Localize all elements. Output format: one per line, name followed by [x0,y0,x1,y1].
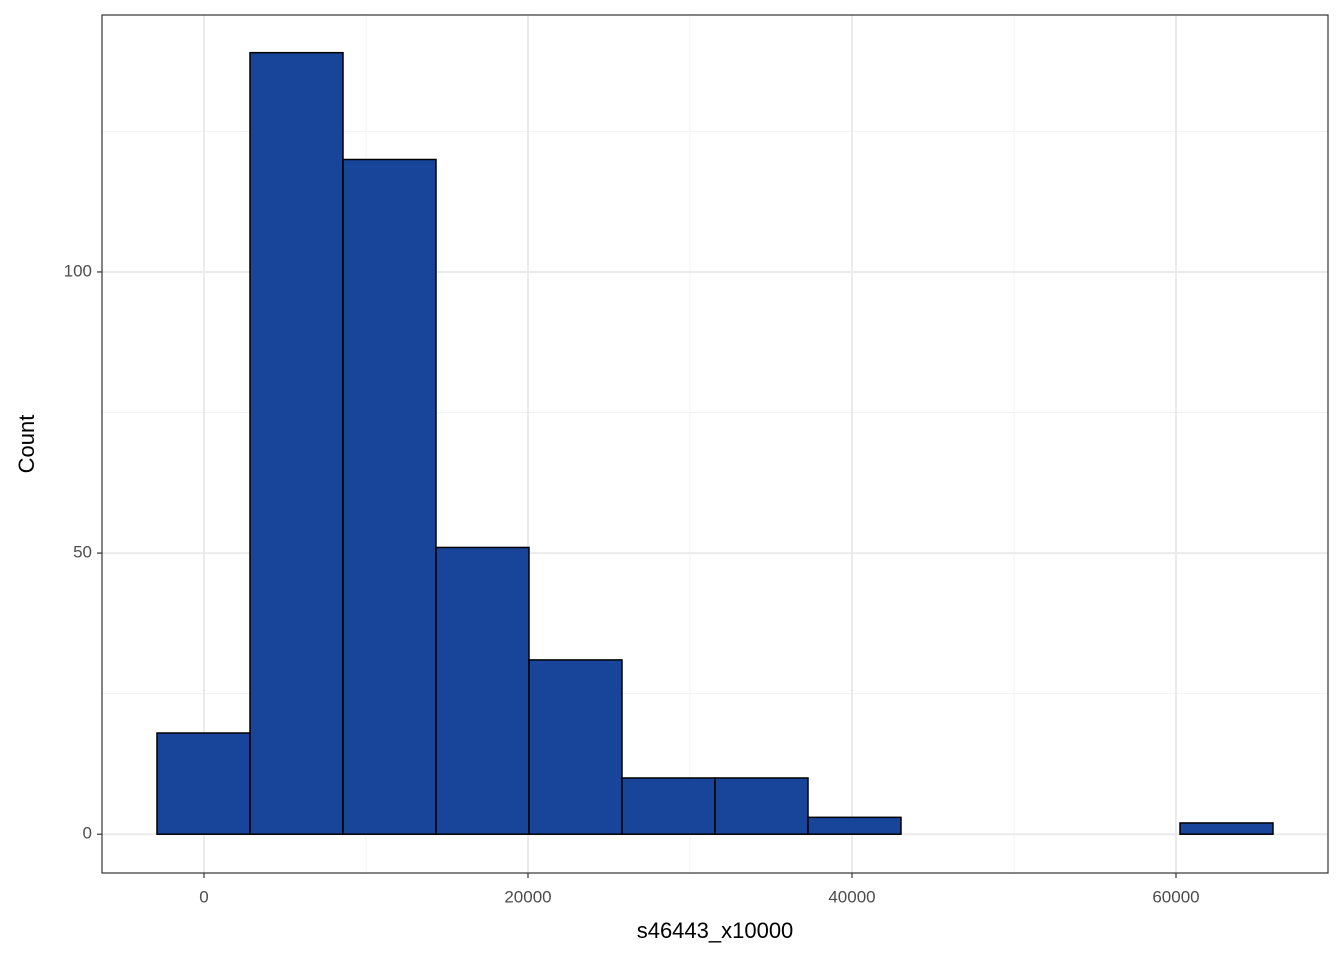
bar [807,816,902,835]
y-tick-label: 0 [83,824,92,843]
x-tick-label: 40000 [828,887,875,906]
bar [528,659,623,835]
y-tick-label: 50 [73,543,92,562]
bar [1179,822,1274,835]
x-axis-title: s46443_x10000 [637,918,794,943]
bar [156,732,251,835]
bar [621,777,716,835]
x-tick-label: 60000 [1152,887,1199,906]
x-tick-label: 0 [199,887,208,906]
x-tick-label: 20000 [504,887,551,906]
bar [714,777,809,835]
y-axis-title: Count [14,415,39,474]
bar [435,546,530,835]
panel-border [101,14,1329,874]
bar [342,158,437,835]
bar [249,51,344,835]
y-tick-label: 100 [64,261,92,280]
